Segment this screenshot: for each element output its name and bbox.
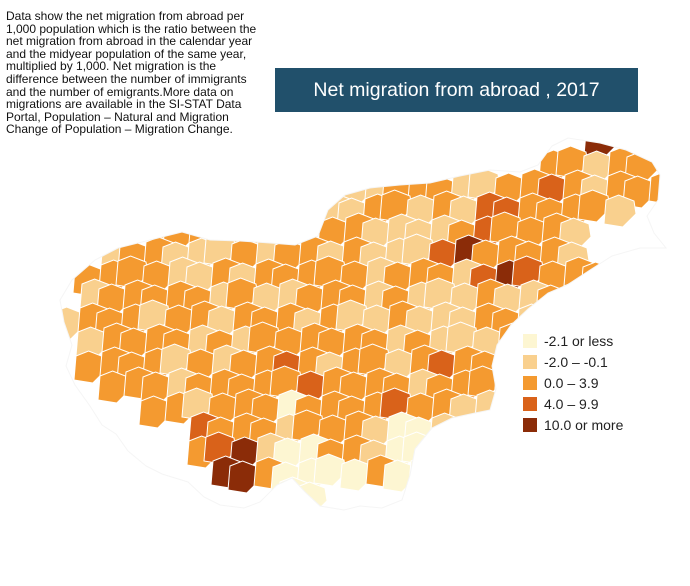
- municipality-region: [603, 194, 637, 228]
- municipality-region: [446, 417, 480, 451]
- country-outline: [59, 137, 668, 511]
- municipality-region: [533, 299, 567, 333]
- municipality-region: [276, 191, 310, 225]
- legend-item: 4.0 – 9.9: [523, 393, 623, 414]
- map-title: Net migration from abroad , 2017: [275, 68, 638, 112]
- legend-label: 0.0 – 3.9: [544, 374, 599, 391]
- legend-label: 4.0 – 9.9: [544, 395, 599, 412]
- legend-item: 10.0 or more: [523, 414, 623, 435]
- description-text: Data show the net migration from abroad …: [6, 9, 257, 137]
- municipality-region: [493, 370, 527, 404]
- municipality-region: [580, 261, 614, 295]
- legend-swatch: [523, 375, 537, 390]
- municipality-region: [648, 171, 666, 205]
- municipality-region: [472, 413, 506, 447]
- legend-label: -2.1 or less: [544, 332, 614, 349]
- legend-item: -2.1 or less: [523, 330, 623, 351]
- municipality-region: [401, 431, 435, 465]
- municipality-region: [408, 455, 442, 489]
- legend-swatch: [523, 354, 537, 369]
- municipality-region: [429, 412, 463, 446]
- municipality-region: [453, 432, 487, 466]
- municipality-region: [427, 436, 461, 470]
- municipality-region: [293, 196, 327, 230]
- municipality-cells: [60, 138, 666, 510]
- legend-label: 10.0 or more: [544, 416, 624, 433]
- municipality-region: [491, 394, 525, 428]
- legend-swatch: [523, 417, 537, 432]
- legend-label: -2.0 – -0.1: [544, 353, 608, 370]
- legend-item: -2.0 – -0.1: [523, 351, 623, 372]
- legend-swatch: [523, 396, 537, 411]
- municipality-region: [470, 437, 504, 471]
- map-legend: -2.1 or less -2.0 – -0.1 0.0 – 3.9 4.0 –…: [523, 330, 623, 435]
- legend-item: 0.0 – 3.9: [523, 372, 623, 393]
- municipality-region: [561, 280, 595, 314]
- legend-swatch: [523, 333, 537, 348]
- municipality-region: [535, 284, 569, 318]
- map-title-text: Net migration from abroad , 2017: [313, 78, 600, 101]
